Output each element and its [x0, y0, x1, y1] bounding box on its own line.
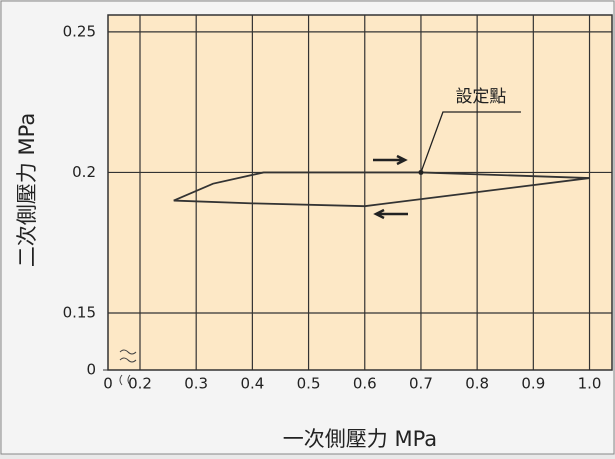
y-axis-label: 二次側壓力 MPa: [15, 113, 39, 267]
y-tick-label: 0.2: [72, 163, 96, 181]
arrow: [373, 208, 408, 220]
curve: [173, 171, 590, 202]
x-tick-label: 0.8: [465, 375, 489, 393]
plot-area: [107, 14, 613, 371]
x-tick-label: 0.3: [184, 375, 208, 393]
x-tick-label: 0.9: [521, 375, 545, 393]
arrow: [373, 154, 408, 166]
axis-break: [119, 374, 131, 386]
y-tick-label: 0: [86, 361, 96, 379]
x-tick-label: 0.7: [409, 375, 433, 393]
axis-break: [119, 349, 137, 363]
y-tick-label: 0.25: [63, 22, 96, 40]
curve: [173, 177, 590, 208]
x-tick-label: 1.0: [578, 375, 602, 393]
leader: [420, 111, 521, 173]
x-tick-label: 0.5: [297, 375, 321, 393]
x-axis-label: 一次側壓力 MPa: [283, 427, 437, 451]
x-tick-label: 0.4: [240, 375, 264, 393]
annotation: 設定點: [455, 87, 506, 107]
y-tick-label: 0.15: [63, 304, 96, 322]
x-tick-label: 0.6: [353, 375, 377, 393]
x-tick-label: 0: [103, 375, 113, 393]
x-tick-label: 0.2: [128, 375, 152, 393]
